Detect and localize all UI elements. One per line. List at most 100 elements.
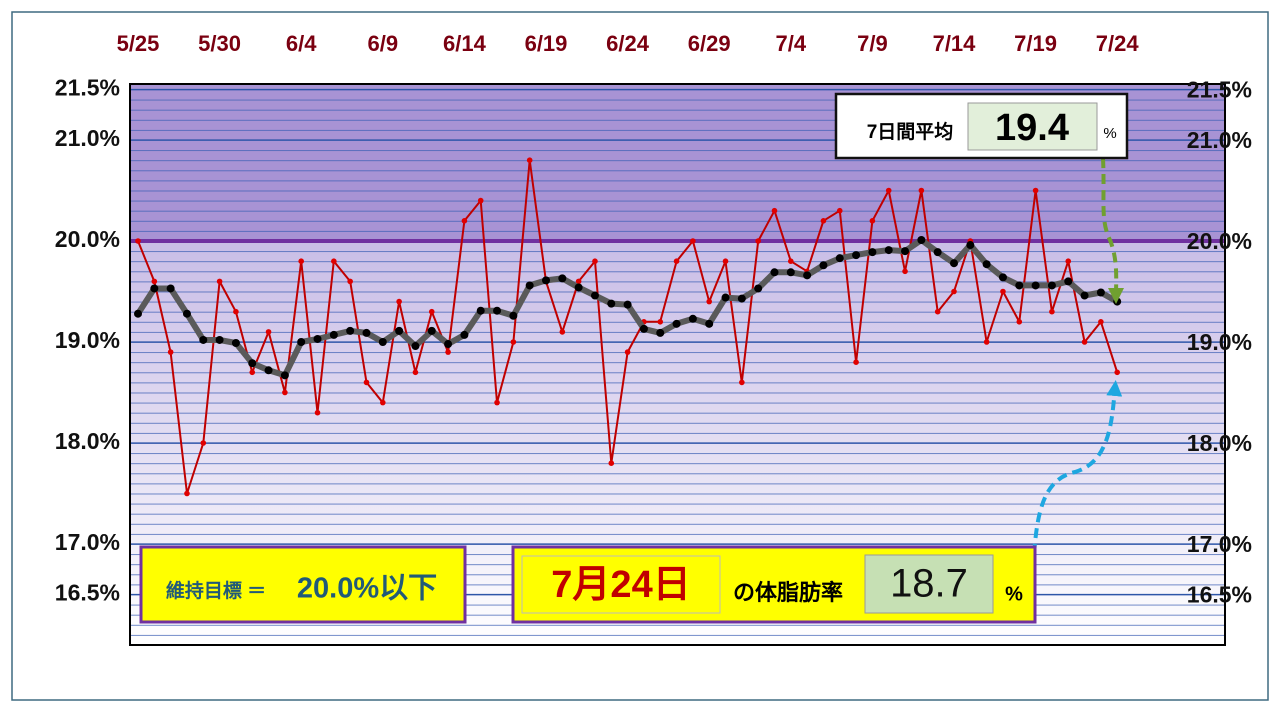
data-point: [754, 284, 763, 293]
x-tick-label: 7/4: [776, 31, 807, 56]
data-point: [412, 369, 419, 376]
data-point: [950, 259, 958, 268]
frame: [11, 11, 1269, 701]
data-point: [135, 238, 141, 244]
data-point: [199, 335, 208, 344]
y2-tick-label: 21.5%: [1187, 77, 1252, 103]
y-tick-label: 17.0%: [55, 529, 120, 555]
average-value-box: [967, 102, 1098, 151]
x-tick-label: 5/30: [198, 31, 241, 56]
x-tick-label: 7/19: [1014, 31, 1057, 56]
goal-label: 維持目標 ＝: [166, 579, 266, 602]
data-point: [917, 235, 926, 244]
today-unit: %: [1005, 583, 1023, 605]
data-point: [771, 207, 778, 214]
data-point: [313, 334, 322, 343]
data-point: [966, 241, 975, 250]
data-point: [510, 339, 517, 345]
data-point: [656, 328, 665, 337]
data-point: [786, 268, 795, 277]
data-point: [1000, 288, 1006, 295]
data-point: [396, 298, 402, 305]
today-date: 7月24日: [551, 564, 690, 606]
data-point: [233, 308, 239, 315]
data-point: [428, 308, 435, 315]
data-point: [934, 308, 941, 315]
x-tick-label: 6/29: [688, 31, 731, 56]
data-point: [705, 319, 714, 328]
x-tick-label: 6/19: [525, 31, 568, 56]
data-point: [624, 349, 631, 355]
data-point: [574, 283, 583, 292]
data-point: [493, 306, 502, 315]
y2-tick-label: 21.0%: [1187, 127, 1252, 153]
data-point: [672, 319, 681, 328]
data-point: [1081, 339, 1088, 345]
data-point: [231, 339, 240, 348]
data-point: [460, 330, 469, 339]
data-point: [737, 294, 746, 303]
data-point: [134, 309, 142, 318]
data-point: [526, 157, 533, 163]
data-point: [608, 460, 615, 467]
data-point: [166, 284, 175, 293]
data-point: [590, 291, 599, 300]
overlays: 7日間平均 19.4 % 維持目標 ＝ 20.0%以下 7月24日 の体脂肪率 …: [139, 92, 1129, 624]
data-point: [1114, 369, 1120, 376]
data-point: [380, 399, 386, 406]
arrow: [1031, 380, 1123, 571]
data-point: [902, 268, 908, 275]
data-point: [721, 293, 730, 302]
today-value-box: [864, 554, 994, 614]
data-point: [933, 248, 942, 257]
data-point: [623, 300, 632, 309]
data-point: [477, 197, 484, 204]
average-label: 7日間平均: [867, 120, 954, 143]
data-point: [331, 258, 337, 265]
y2-tick-label: 18.0%: [1187, 430, 1252, 456]
data-point: [461, 218, 468, 224]
data-point: [329, 330, 338, 339]
data-point: [1031, 281, 1040, 290]
goal-text: 20.0%以下: [297, 573, 437, 605]
y-tick-label: 19.0%: [55, 327, 120, 353]
data-point: [983, 339, 990, 345]
y2-tick-label: 19.0%: [1187, 329, 1252, 355]
x-tick-label: 6/4: [286, 31, 317, 56]
data-point: [151, 278, 158, 285]
data-point: [1015, 281, 1024, 290]
y-tick-label: 18.0%: [55, 428, 120, 454]
data-point: [607, 299, 616, 308]
today-label: の体脂肪率: [733, 580, 843, 605]
y-tick-label: 21.5%: [55, 75, 120, 101]
data-point: [1080, 291, 1089, 300]
data-point: [216, 278, 223, 285]
data-point: [347, 278, 353, 285]
y2-tick-label: 16.5%: [1187, 582, 1252, 608]
x-tick-label: 6/9: [368, 31, 399, 56]
data-point: [265, 329, 272, 335]
data-point: [885, 187, 892, 194]
data-point: [1113, 297, 1122, 306]
data-point: [998, 273, 1007, 282]
data-point: [248, 359, 257, 368]
data-point: [901, 247, 910, 256]
data-point: [395, 326, 404, 335]
y-tick-label: 20.0%: [55, 226, 120, 252]
data-point: [378, 338, 387, 346]
data-point: [1032, 187, 1039, 194]
data-point: [739, 379, 745, 386]
data-point: [706, 298, 712, 305]
data-point: [755, 238, 761, 244]
data-point: [836, 207, 843, 214]
data-point: [427, 326, 436, 335]
y2-tick-label: 17.0%: [1187, 531, 1252, 557]
data-point: [592, 258, 598, 265]
data-point: [1064, 277, 1073, 286]
data-point: [297, 338, 306, 346]
data-point: [819, 261, 828, 270]
average-unit: %: [1103, 125, 1116, 142]
y-tick-label: 21.0%: [55, 125, 120, 151]
data-point: [770, 268, 779, 277]
